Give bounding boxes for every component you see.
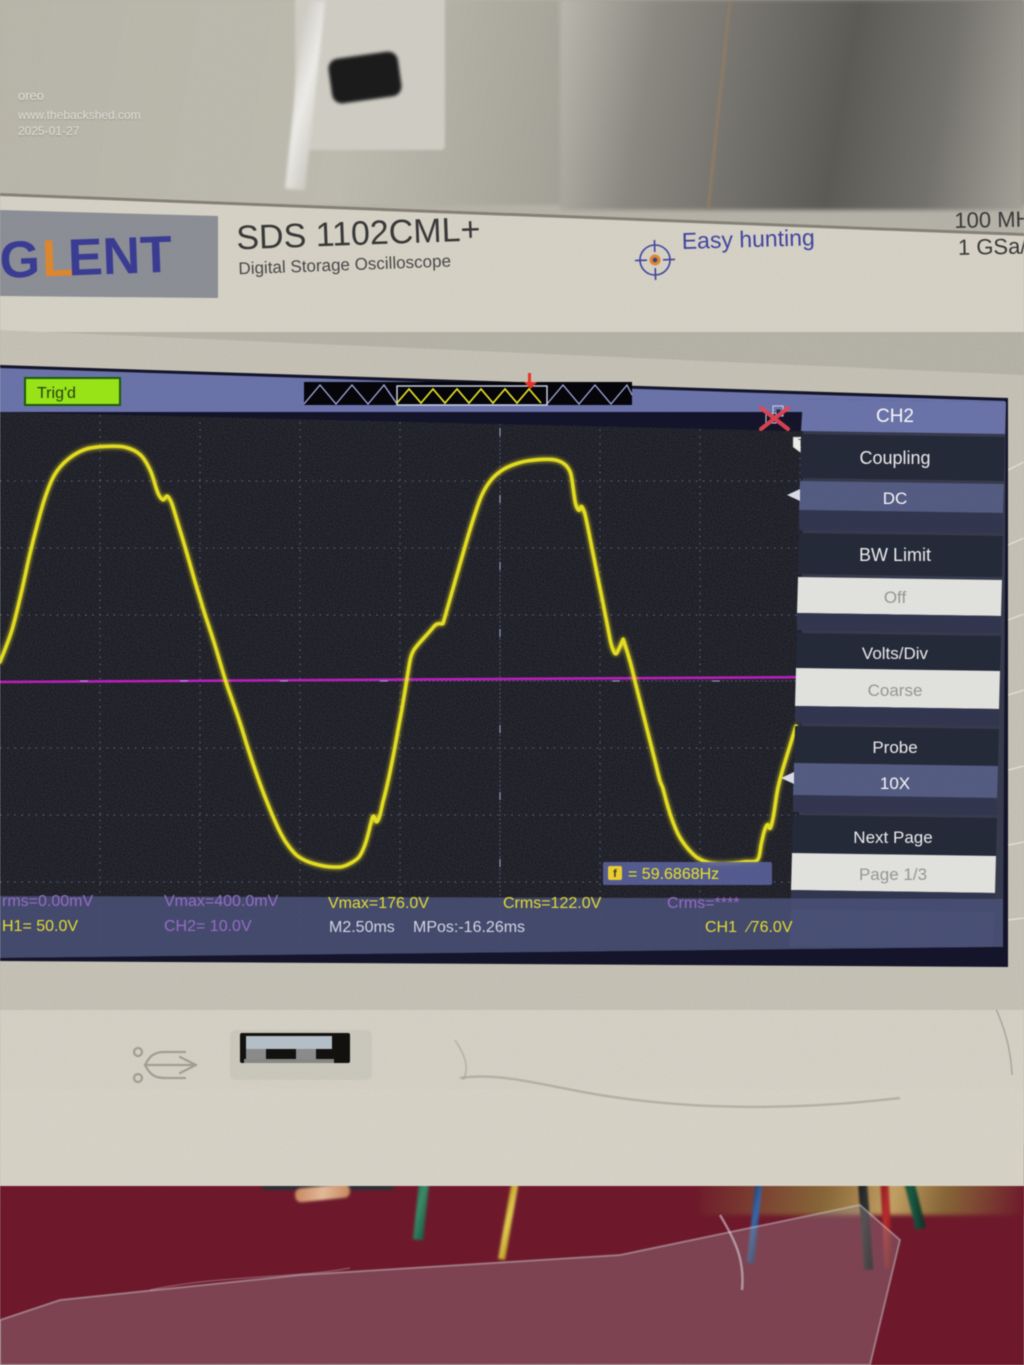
svg-text:Easy hunting: Easy hunting bbox=[681, 224, 815, 254]
svg-text:⁄76.0V: ⁄76.0V bbox=[744, 919, 793, 936]
svg-text:Vmax=176.0V: Vmax=176.0V bbox=[328, 895, 429, 912]
svg-text:Crms=122.0V: Crms=122.0V bbox=[503, 895, 602, 912]
svg-text:M2.50ms: M2.50ms bbox=[329, 919, 395, 936]
svg-text:Trig'd: Trig'd bbox=[37, 385, 76, 402]
svg-text:Vmax=400.0mV: Vmax=400.0mV bbox=[164, 893, 279, 910]
svg-text:Off: Off bbox=[884, 588, 907, 607]
svg-text:Next Page: Next Page bbox=[853, 828, 932, 847]
svg-text:CH2: CH2 bbox=[876, 406, 914, 427]
svg-text:CH1: CH1 bbox=[705, 919, 737, 936]
svg-text:DC: DC bbox=[883, 489, 908, 508]
svg-text:Page 1/3: Page 1/3 bbox=[859, 865, 927, 884]
svg-text:ENT: ENT bbox=[67, 226, 173, 288]
svg-text:IG: IG bbox=[0, 231, 40, 291]
svg-text:MPos:-16.26ms: MPos:-16.26ms bbox=[413, 919, 525, 936]
svg-text:rms=0.00mV: rms=0.00mV bbox=[2, 893, 93, 910]
svg-text:H1= 50.0V: H1= 50.0V bbox=[2, 918, 78, 935]
svg-text:Crms=****: Crms=**** bbox=[667, 895, 739, 912]
svg-text:100 MHz: 100 MHz bbox=[954, 206, 1024, 233]
svg-text:10X: 10X bbox=[880, 774, 910, 793]
svg-text:Volts/Div: Volts/Div bbox=[862, 644, 929, 663]
svg-text:1 GSa/s: 1 GSa/s bbox=[958, 233, 1024, 260]
svg-text:Coupling: Coupling bbox=[859, 448, 930, 468]
svg-text:Coarse: Coarse bbox=[868, 681, 923, 700]
svg-text:= 59.6868Hz: = 59.6868Hz bbox=[628, 866, 719, 883]
svg-text:BW Limit: BW Limit bbox=[859, 545, 931, 565]
svg-text:f: f bbox=[613, 868, 617, 880]
svg-text:Probe: Probe bbox=[872, 738, 917, 757]
svg-text:CH2= 10.0V: CH2= 10.0V bbox=[164, 918, 252, 935]
